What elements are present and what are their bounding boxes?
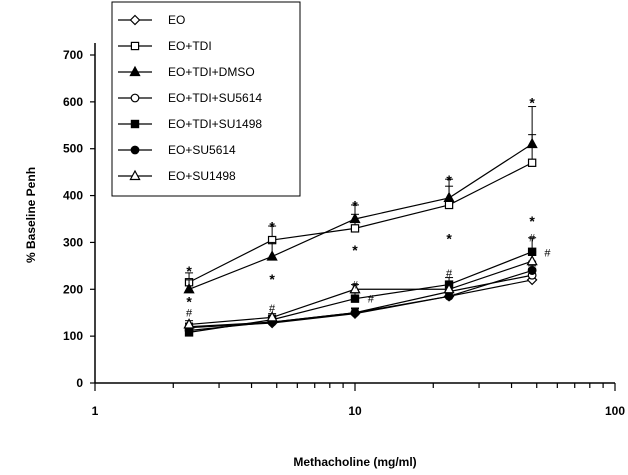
legend-item: EO+TDI [118, 39, 212, 53]
annotation-label: * [186, 263, 192, 279]
y-tick-label: 500 [63, 142, 83, 156]
data-point [527, 266, 537, 275]
legend-label: EO+SU5614 [168, 143, 236, 157]
series-2 [183, 106, 538, 294]
data-point [444, 200, 454, 210]
legend-item: EO+SU1498 [118, 169, 236, 183]
annotation-label: * [352, 198, 358, 214]
annotation-label: * [269, 219, 275, 235]
data-point [349, 212, 361, 224]
axes: 0 100 200 300 400 500 600 700 1 10 100 [63, 43, 625, 418]
data-point [443, 191, 455, 203]
series-group [183, 106, 538, 337]
annotation-label: * [446, 172, 452, 188]
legend-marker [129, 65, 141, 77]
legend-marker [130, 145, 140, 155]
legend-item: EO+TDI+DMSO [118, 65, 255, 79]
legend-item: EO+TDI+SU1498 [118, 117, 262, 131]
y-tick-label: 0 [76, 376, 83, 390]
annotation-label: # [446, 268, 453, 280]
data-point [444, 291, 454, 301]
annotation-label: * [269, 271, 275, 287]
series-4 [184, 237, 537, 337]
legend-item: EO+TDI+SU5614 [118, 91, 262, 105]
annotation-label: # [186, 308, 193, 320]
legend-label: EO+TDI+DMSO [168, 65, 255, 79]
y-tick-label: 600 [63, 95, 83, 109]
legend-label: EO [168, 13, 185, 27]
data-point [183, 283, 195, 294]
annotation-label: # [368, 294, 375, 306]
data-point [266, 311, 278, 322]
x-tick-label: 100 [605, 404, 625, 418]
annotation-label: # [269, 303, 276, 315]
x-axis-title: Methacholine (mg/ml) [293, 455, 416, 469]
annotation-label: * [186, 294, 192, 310]
series-line [188, 260, 533, 326]
legend-marker [129, 169, 141, 181]
legend-marker [129, 14, 141, 26]
annotation-label: # [352, 280, 359, 292]
series-6 [183, 251, 538, 329]
annotation-label: * [352, 242, 358, 258]
data-point [266, 250, 278, 261]
y-tick-label: 400 [63, 189, 83, 203]
legend: EO EO+TDI EO+TDI+DMSO EO+TDI+SU5614 EO+TDI+S… [111, 1, 301, 197]
legend-label: EO+TDI+SU1498 [168, 117, 262, 131]
data-point [527, 158, 537, 167]
legend-marker [130, 41, 140, 51]
legend-label: EO+TDI [168, 39, 212, 53]
annotations: **#**#**##**#**## [186, 95, 551, 320]
data-point [526, 137, 538, 149]
series-line [188, 274, 533, 332]
annotation-label: # [529, 233, 536, 245]
y-tick-label: 700 [63, 48, 83, 62]
annotation-label: # [544, 248, 551, 260]
data-point [350, 294, 360, 303]
data-point [526, 254, 538, 266]
legend-marker [130, 93, 140, 103]
data-point [350, 224, 360, 233]
annotation-label: * [529, 213, 535, 229]
x-tick-label: 1 [92, 404, 99, 418]
annotation-label: * [446, 230, 452, 246]
legend-marker [130, 119, 140, 129]
annotation-label: * [529, 95, 535, 111]
data-point [443, 283, 455, 294]
legend-label: EO+TDI+SU5614 [168, 91, 262, 105]
data-point [350, 308, 360, 318]
data-point [349, 283, 361, 294]
y-tick-label: 200 [63, 282, 83, 296]
y-tick-label: 100 [63, 329, 83, 343]
x-tick-label: 10 [348, 404, 362, 418]
data-point [183, 318, 195, 329]
y-tick-label: 300 [63, 235, 83, 249]
legend-label: EO+SU1498 [168, 169, 236, 183]
y-axis-title: % Baseline Penh [24, 167, 38, 263]
legend-item: EO [118, 13, 185, 27]
legend-item: EO+SU5614 [118, 143, 236, 157]
legend-box [111, 1, 301, 197]
